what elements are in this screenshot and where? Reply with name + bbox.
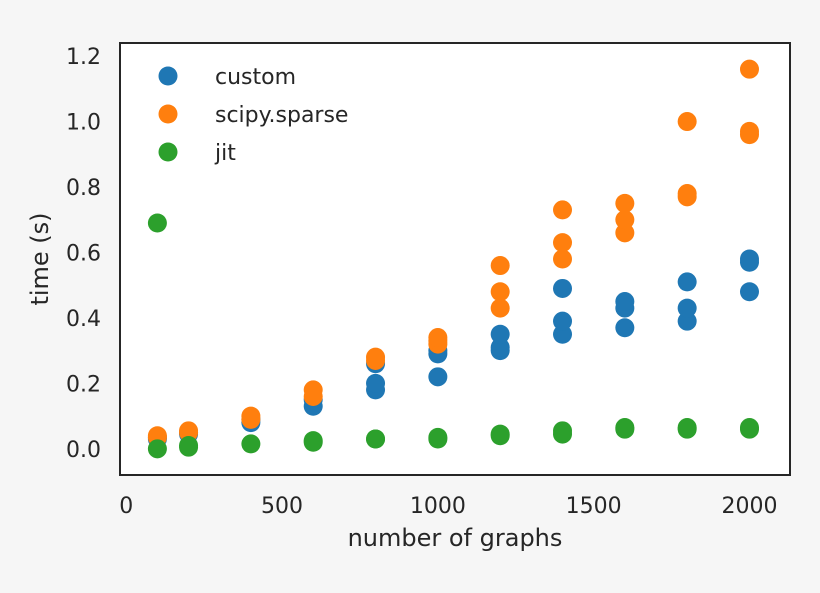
point-scipy-sparse-26 [739,121,759,141]
point-custom-15 [490,337,510,357]
legend-label-jit: jit [214,141,236,166]
point-custom-26 [739,282,759,302]
point-jit-16 [615,418,635,438]
point-scipy-sparse-3 [179,421,199,441]
point-jit-10 [428,427,448,447]
data-points [147,59,759,459]
x-axis-label: number of graphs [348,524,563,552]
point-custom-9 [366,373,386,393]
y-tick-labels: 0.0 0.2 0.4 0.6 0.8 1.0 1.2 [66,45,101,463]
y-tick-label: 0.0 [66,438,101,463]
point-scipy-sparse-7 [303,380,323,400]
point-jit-12 [490,424,510,444]
x-tick-label: 0 [119,494,133,519]
x-tick-label: 2000 [721,494,777,519]
point-jit-20 [739,418,759,438]
point-scipy-sparse-12 [428,328,448,348]
plot-area [120,43,790,475]
legend-label-custom: custom [215,65,296,90]
point-scipy-sparse-13 [490,298,510,318]
point-jit-3 [179,436,199,456]
point-scipy-sparse-27 [739,59,759,79]
legend: custom scipy.sparse jit [158,65,348,166]
y-tick-label: 0.2 [66,372,101,397]
x-tick-label: 1000 [410,494,466,519]
point-scipy-sparse-24 [677,112,697,132]
point-custom-25 [677,272,697,292]
point-jit-6 [303,431,323,451]
point-jit-14 [553,421,573,441]
y-tick-label: 0.4 [66,307,101,332]
point-scipy-sparse-1 [147,426,167,446]
point-scipy-sparse-17 [553,233,573,253]
point-custom-18 [553,311,573,331]
legend-marker-jit [158,142,178,162]
point-scipy-sparse-5 [241,406,261,426]
point-custom-11 [428,367,448,387]
y-axis-label: time (s) [26,212,54,305]
point-jit-8 [366,429,386,449]
point-scipy-sparse-18 [553,200,573,220]
y-tick-label: 0.6 [66,241,101,266]
y-tick-label: 1.0 [66,111,101,136]
point-jit-0 [147,213,167,233]
legend-marker-scipy-sparse [158,104,178,124]
point-custom-17 [553,324,573,344]
point-custom-28 [739,249,759,269]
point-jit-4 [241,434,261,454]
point-scipy-sparse-23 [677,184,697,204]
point-scipy-sparse-21 [615,193,635,213]
point-custom-19 [553,278,573,298]
legend-label-scipy-sparse: scipy.sparse [215,103,348,128]
point-custom-20 [615,318,635,338]
y-tick-label: 1.2 [66,45,101,70]
x-tick-labels: 0 500 1000 1500 2000 [119,494,777,519]
point-scipy-sparse-15 [490,256,510,276]
point-scipy-sparse-16 [553,249,573,269]
legend-marker-custom [158,66,178,86]
x-tick-label: 1500 [566,494,622,519]
x-tick-label: 500 [261,494,303,519]
point-custom-22 [615,292,635,312]
point-scipy-sparse-19 [615,223,635,243]
point-jit-1 [147,439,167,459]
point-scipy-sparse-14 [490,282,510,302]
y-tick-label: 0.8 [66,176,101,201]
point-custom-23 [677,311,697,331]
point-scipy-sparse-9 [366,347,386,367]
point-jit-18 [677,418,697,438]
point-custom-24 [677,298,697,318]
plot-frame [119,42,791,476]
point-custom-16 [490,324,510,344]
point-scipy-sparse-20 [615,210,635,230]
